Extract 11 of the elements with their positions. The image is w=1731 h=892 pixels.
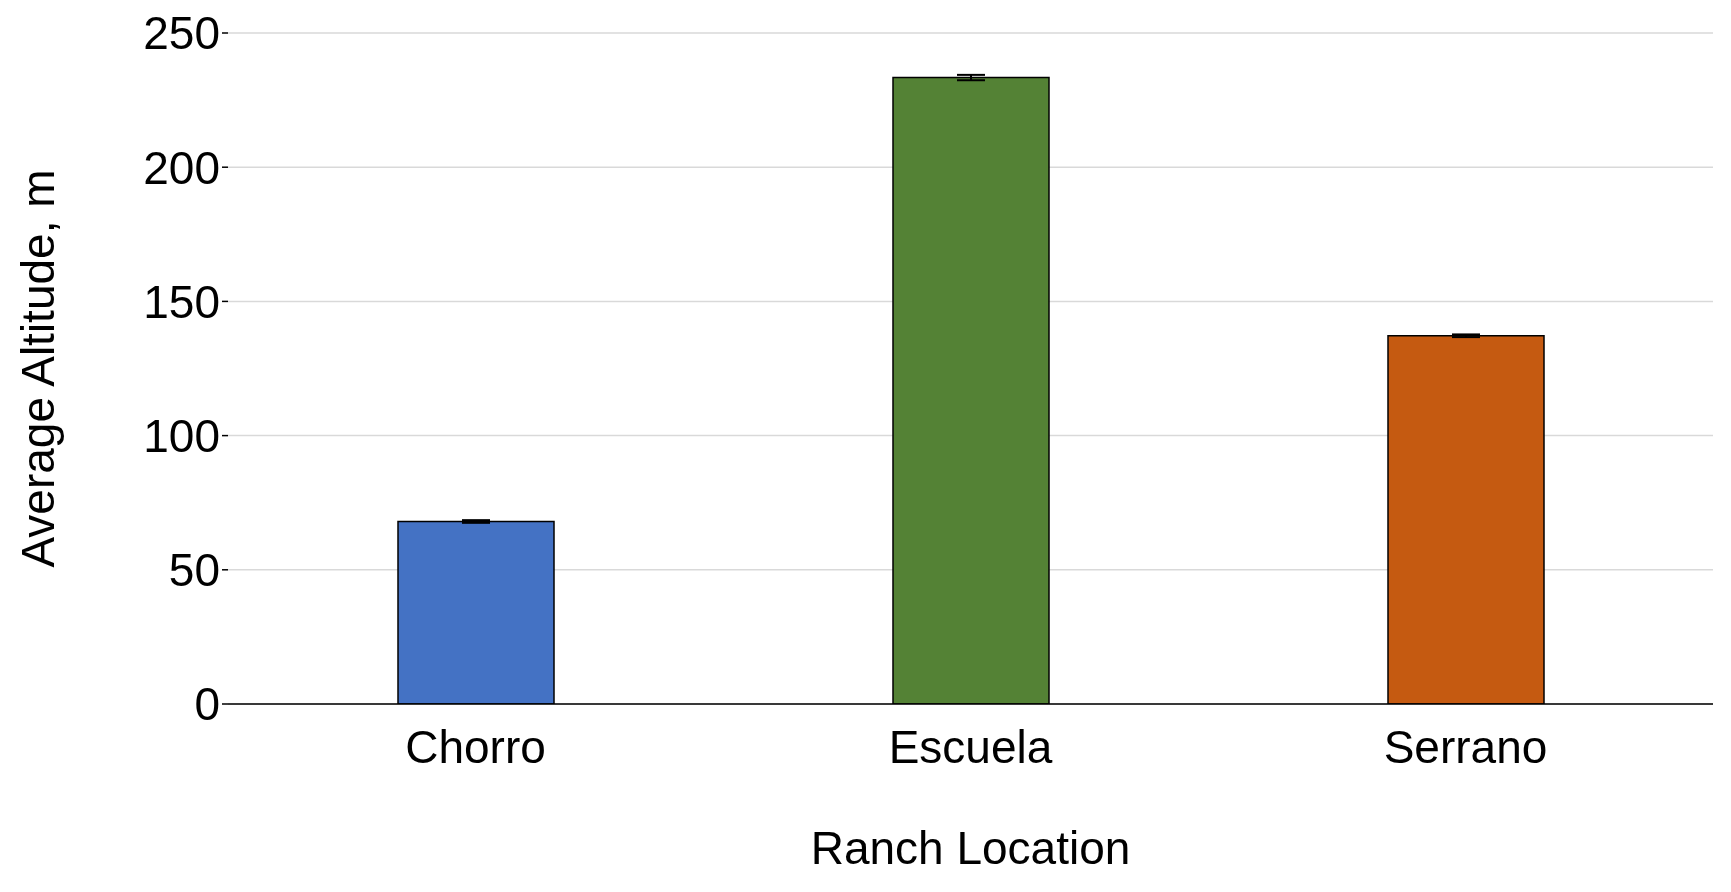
y-tick-label: 200	[143, 141, 220, 194]
y-axis-title: Average Altitude, m	[12, 169, 65, 568]
y-tick-label: 100	[143, 409, 220, 462]
x-tick-label: Serrano	[1383, 720, 1548, 773]
y-tick-label: 0	[194, 678, 220, 731]
x-axis-title: Ranch Location	[810, 822, 1131, 874]
y-tick-label: 50	[168, 544, 220, 597]
y-tick-label: 150	[143, 275, 220, 328]
x-tick-label: Chorro	[405, 720, 546, 773]
x-tick-label: Escuela	[888, 720, 1053, 773]
y-tick-label: 250	[143, 7, 220, 60]
